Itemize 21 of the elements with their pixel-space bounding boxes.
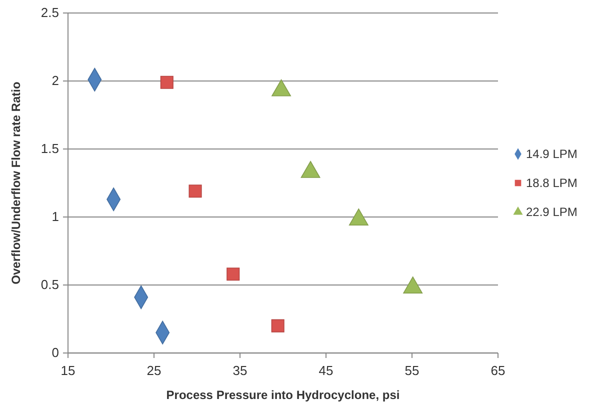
- point: [188, 184, 202, 198]
- y-tick-label: 2: [52, 73, 59, 88]
- point: [226, 268, 240, 281]
- legend-label: 18.8 LPM: [526, 176, 578, 190]
- point: [271, 319, 284, 332]
- x-tick-label: 15: [60, 363, 76, 378]
- x-tick-label: 25: [146, 363, 162, 378]
- x-tick-label: 35: [232, 363, 248, 378]
- y-tick-label: 1.5: [40, 141, 59, 156]
- y-tick-label: 0.5: [40, 277, 59, 292]
- legend-label: 14.9 LPM: [526, 147, 578, 161]
- point: [160, 76, 174, 89]
- y-axis-title: Overflow/Underflow Flow rate Ratio: [9, 82, 23, 284]
- legend-label: 22.9 LPM: [526, 205, 578, 219]
- x-axis-title: Process Pressure into Hydrocyclone, psi: [166, 388, 400, 402]
- x-tick-label: 45: [318, 363, 334, 378]
- y-tick-label: 1: [52, 209, 59, 224]
- x-tick-label: 55: [404, 363, 420, 378]
- y-tick-label: 2.5: [40, 5, 59, 20]
- y-tick-label: 0: [52, 345, 59, 360]
- x-tick-label: 65: [490, 363, 506, 378]
